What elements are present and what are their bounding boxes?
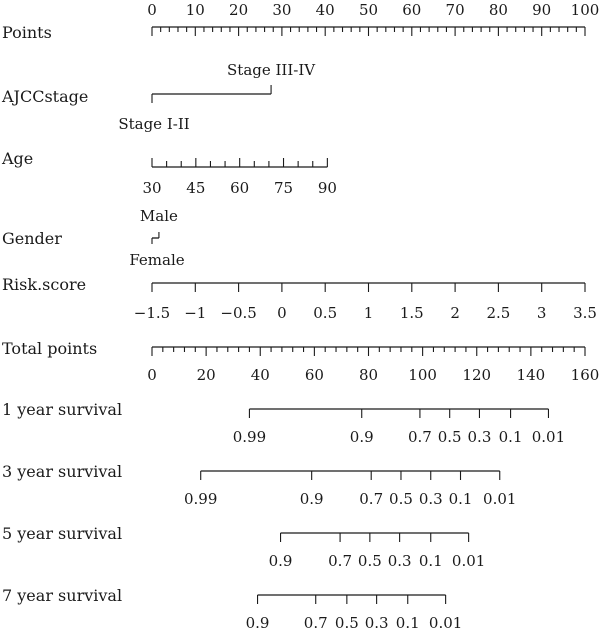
- ajccstage-level-label: Stage I-II: [118, 115, 189, 133]
- survival-3yr-tick-label: 0.9: [300, 490, 324, 508]
- survival-1yr-tick-label: 0.5: [438, 428, 462, 446]
- survival-7yr-tick-label: 0.9: [246, 614, 270, 632]
- age-tick-label: 45: [186, 179, 205, 197]
- survival-5yr-tick-label: 0.3: [388, 552, 412, 570]
- total-points-tick-label: 120: [462, 366, 491, 384]
- survival-5yr-tick-label: 0.1: [419, 552, 443, 570]
- survival-5yr-tick-label: 0.7: [328, 552, 352, 570]
- points-tick-label: 50: [359, 1, 378, 19]
- risk-score-tick-label: 3: [537, 304, 547, 322]
- survival-1yr-label: 1 year survival: [2, 400, 122, 419]
- survival-3yr-tick-label: 0.3: [419, 490, 443, 508]
- risk-score-tick-label: 0: [277, 304, 287, 322]
- survival-3yr-tick-label: 0.99: [184, 490, 217, 508]
- risk-score-tick-label: 2: [450, 304, 460, 322]
- gender-level-label: Male: [140, 207, 178, 225]
- survival-1yr-tick-label: 0.99: [233, 428, 266, 446]
- survival-1yr-tick-label: 0.7: [408, 428, 432, 446]
- survival-5yr-tick-label: 0.5: [358, 552, 382, 570]
- points-tick-label: 80: [489, 1, 508, 19]
- risk-score-tick-label: 1: [364, 304, 374, 322]
- survival-7yr-label: 7 year survival: [2, 586, 122, 605]
- risk-score-tick-label: −1.5: [134, 304, 170, 322]
- survival-5yr-tick-label: 0.9: [269, 552, 293, 570]
- points-tick-label: 40: [316, 1, 335, 19]
- total-points-tick-label: 100: [408, 366, 437, 384]
- age-tick-label: 75: [274, 179, 293, 197]
- points-tick-label: 10: [186, 1, 205, 19]
- survival-7yr-tick-label: 0.7: [304, 614, 328, 632]
- total-points-tick-label: 20: [197, 366, 216, 384]
- gender-label: Gender: [2, 229, 62, 248]
- age-label: Age: [1, 149, 33, 168]
- age-tick-label: 60: [230, 179, 249, 197]
- survival-3yr-label: 3 year survival: [2, 462, 122, 481]
- survival-3yr-tick-label: 0.01: [483, 490, 516, 508]
- risk-score-tick-label: 2.5: [486, 304, 510, 322]
- points-tick-label: 20: [229, 1, 248, 19]
- survival-1yr-tick-label: 0.01: [532, 428, 565, 446]
- total-points-tick-label: 40: [251, 366, 270, 384]
- survival-7yr-tick-label: 0.5: [335, 614, 359, 632]
- risk-score-tick-label: −1: [184, 304, 206, 322]
- survival-7yr-tick-label: 0.3: [365, 614, 389, 632]
- total-points-tick-label: 60: [305, 366, 324, 384]
- points-tick-label: 60: [402, 1, 421, 19]
- points-tick-label: 90: [532, 1, 551, 19]
- survival-5yr-tick-label: 0.01: [452, 552, 485, 570]
- survival-3yr-tick-label: 0.7: [359, 490, 383, 508]
- risk-score-tick-label: 1.5: [400, 304, 424, 322]
- ajccstage-label: AJCCstage: [1, 87, 88, 106]
- risk-score-tick-label: 3.5: [573, 304, 597, 322]
- survival-3yr-tick-label: 0.1: [449, 490, 473, 508]
- total-points-tick-label: 0: [147, 366, 157, 384]
- gender-level-label: Female: [129, 251, 184, 269]
- points-tick-label: 70: [446, 1, 465, 19]
- survival-7yr-tick-label: 0.01: [429, 614, 462, 632]
- risk-score-label: Risk.score: [2, 275, 86, 294]
- survival-7yr-tick-label: 0.1: [396, 614, 420, 632]
- survival-3yr-tick-label: 0.5: [389, 490, 413, 508]
- total-points-tick-label: 80: [359, 366, 378, 384]
- survival-1yr-tick-label: 0.1: [499, 428, 523, 446]
- ajccstage-level-label: Stage III-IV: [227, 61, 316, 79]
- total-points-label: Total points: [2, 339, 97, 358]
- points-tick-label: 30: [272, 1, 291, 19]
- total-points-tick-label: 160: [571, 366, 600, 384]
- survival-1yr-tick-label: 0.3: [468, 428, 492, 446]
- risk-score-tick-label: 0.5: [313, 304, 337, 322]
- survival-1yr-tick-label: 0.9: [350, 428, 374, 446]
- age-tick-label: 30: [142, 179, 161, 197]
- risk-score-tick-label: −0.5: [220, 304, 256, 322]
- points-axis-label: Points: [2, 23, 52, 42]
- points-tick-label: 0: [147, 1, 157, 19]
- total-points-tick-label: 140: [517, 366, 546, 384]
- points-tick-label: 100: [571, 1, 600, 19]
- survival-5yr-label: 5 year survival: [2, 524, 122, 543]
- age-tick-label: 90: [318, 179, 337, 197]
